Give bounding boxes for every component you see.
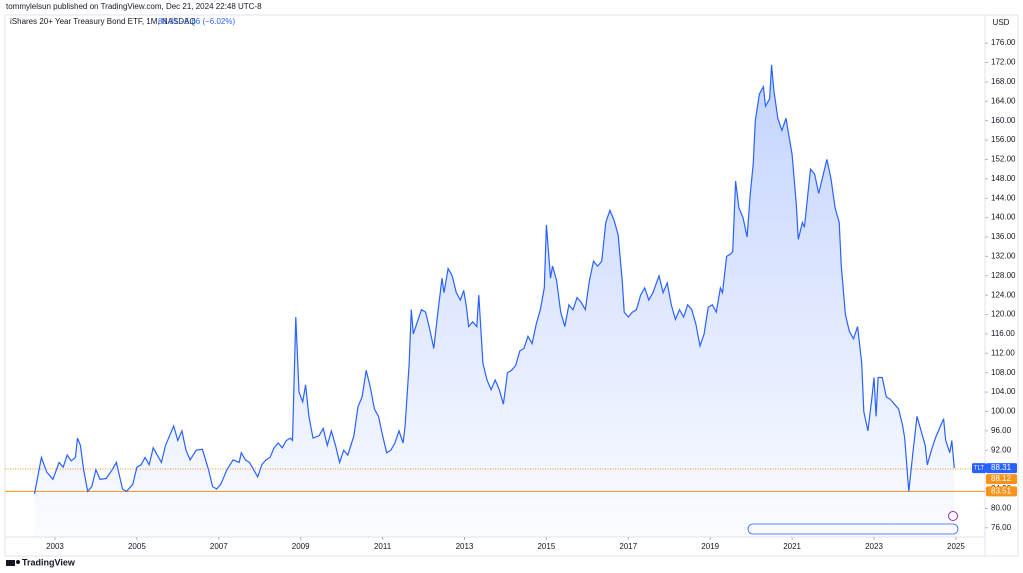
logo [6,560,20,566]
x-tick-label: 2005 [128,542,146,551]
y-tick-label: 76.00 [991,523,1012,532]
x-tick-label: 2007 [210,542,228,551]
y-tick-label: 176.00 [991,38,1016,47]
y-tick-label: 96.00 [991,426,1012,435]
price-tag-label: 83.51 [991,487,1012,496]
publish-info: tommylelsun published on TradingView.com… [6,2,262,11]
price-tag [986,474,1017,485]
area-fill [34,64,955,538]
symbol-tag-label: TLT [974,466,985,472]
symbol-tag [972,463,986,474]
x-tick-label: 2017 [619,542,637,551]
price-tag-label: 88.12 [991,474,1012,483]
x-tick-label: 2023 [865,542,883,551]
y-tick-label: 100.00 [991,407,1016,416]
y-axis-unit: USD [993,18,1010,27]
price-tag-label: 88.31 [991,463,1012,472]
legend-change: −5.66 (−6.02%) [180,17,235,26]
logo-dot [16,560,20,564]
y-tick-label: 152.00 [991,155,1016,164]
y-tick-label: 80.00 [991,504,1012,513]
y-tick-label: 140.00 [991,213,1016,222]
y-tick-label: 156.00 [991,135,1016,144]
y-tick-label: 108.00 [991,368,1016,377]
y-tick-label: 92.00 [991,445,1012,454]
y-tick-label: 124.00 [991,290,1016,299]
price-tag [986,486,1017,497]
x-tick-label: 2021 [783,542,801,551]
legend-last: 88.31 [158,17,179,26]
y-tick-label: 168.00 [991,77,1016,86]
x-tick-label: 2013 [456,542,474,551]
y-tick-label: 104.00 [991,387,1016,396]
y-tick-label: 164.00 [991,96,1016,105]
y-tick-label: 112.00 [991,348,1015,357]
y-tick-label: 128.00 [991,271,1016,280]
price-tag [986,463,1017,474]
x-tick-label: 2025 [947,542,965,551]
y-tick-label: 116.00 [991,329,1015,338]
x-tick-label: 2003 [46,542,64,551]
x-tick-label: 2011 [374,542,392,551]
y-tick-label: 172.00 [991,58,1016,67]
x-tick-label: 2019 [701,542,719,551]
y-tick-label: 120.00 [991,310,1016,319]
y-tick-label: 132.00 [991,251,1016,260]
y-tick-label: 144.00 [991,193,1016,202]
logo-mark [6,560,15,566]
x-tick-label: 2015 [537,542,555,551]
legend-symbol: iShares 20+ Year Treasury Bond ETF, 1M, … [10,17,196,26]
y-tick-label: 160.00 [991,116,1016,125]
y-tick-label: 136.00 [991,232,1016,241]
footer-brand: TradingView [22,557,76,567]
price-line [33,64,955,495]
x-tick-label: 2009 [292,542,310,551]
y-tick-label: 148.00 [991,174,1016,183]
